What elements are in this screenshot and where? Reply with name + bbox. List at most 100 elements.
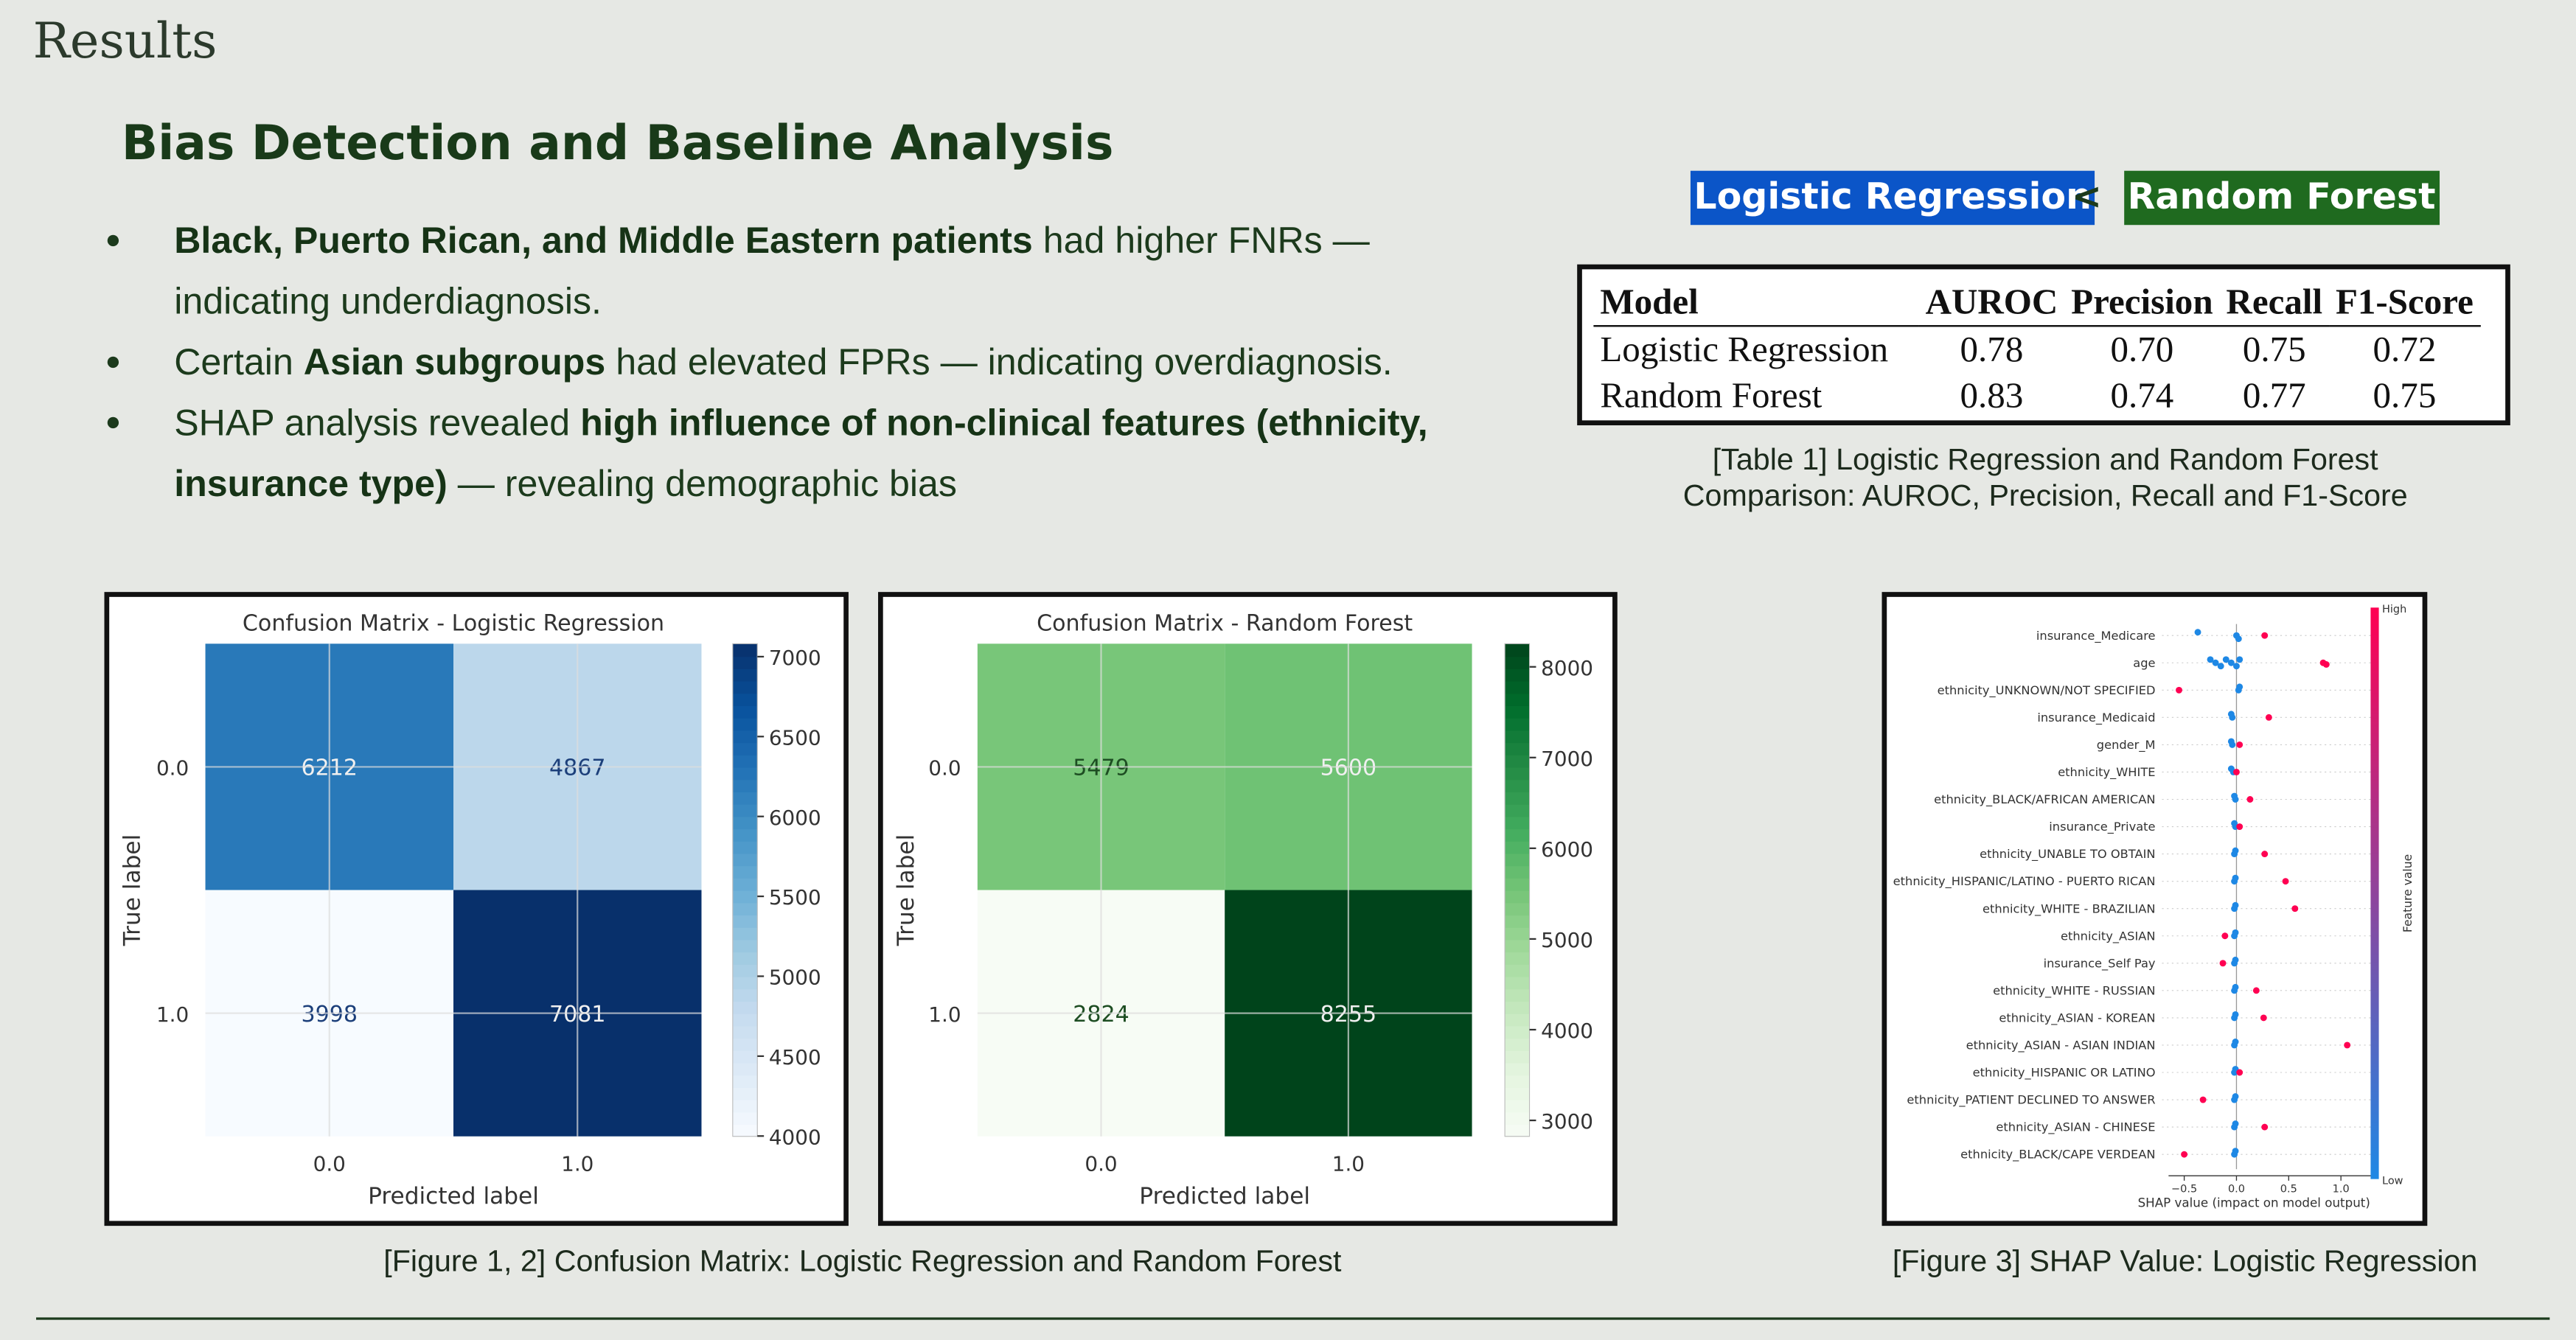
shap-point [2194, 629, 2201, 636]
colorbar-segment [732, 902, 758, 916]
colorbar-segment [1505, 1062, 1530, 1076]
feature-label: insurance_Medicaid [2037, 711, 2155, 725]
shap-point [2231, 1069, 2238, 1076]
colorbar-segment [732, 890, 758, 904]
shap-point [2227, 659, 2235, 666]
y-axis-label: True label [893, 834, 919, 947]
bullet-text: had elevated FPRs — indicating overdiagn… [605, 341, 1393, 383]
table-cell: 0.83 [1960, 374, 2024, 416]
feature-label: ethnicity_WHITE - BRAZILIAN [1983, 901, 2155, 916]
bullet-text: high influence of non-clinical features … [174, 402, 1428, 504]
colorbar-segment [732, 877, 758, 891]
colorbar-segment [732, 668, 758, 682]
colorbar-segment [732, 828, 758, 842]
x-tick-label: −0.5 [2171, 1183, 2197, 1195]
table-cell: 0.70 [2110, 328, 2174, 370]
colorbar-segment [1505, 877, 1530, 891]
colorbar-segment [1505, 693, 1530, 706]
colorbar-segment [1505, 730, 1530, 744]
colorbar-segment [732, 705, 758, 719]
table-row: Logistic Regression 0.78 0.70 0.75 0.72 [1593, 326, 2479, 372]
colorbar-segment [732, 643, 758, 657]
shap-point [2235, 686, 2242, 694]
shap-point [2181, 1151, 2188, 1158]
chart-title: Confusion Matrix - Random Forest [1037, 611, 1413, 637]
feature-label: ethnicity_HISPANIC OR LATINO [1973, 1066, 2156, 1081]
shap-point [2265, 713, 2272, 721]
colorbar-segment [1505, 914, 1530, 928]
colorbar-segment [1505, 779, 1530, 792]
colorbar-segment [1505, 927, 1530, 941]
table-cell: 0.75 [2242, 328, 2306, 370]
colorbar-segment [732, 1025, 758, 1039]
colorbar-segment [1505, 902, 1530, 916]
colorbar-segment [732, 976, 758, 990]
y-tick-label: 1.0 [928, 1002, 961, 1027]
colorbar-segment [1505, 988, 1530, 1002]
colorbar-tick-label: 5000 [769, 966, 821, 990]
shap-point [2322, 661, 2330, 668]
table-header-cell: Precision [2064, 279, 2220, 327]
table: Model AUROC Precision Recall F1-Score Logisti… [1593, 279, 2480, 419]
colorbar-segment [1505, 1086, 1530, 1100]
shap-point [2235, 635, 2242, 643]
chart-title: Confusion Matrix - Logistic Regression [243, 611, 664, 637]
feature-label: ethnicity_UNABLE TO OBTAIN [1980, 847, 2155, 862]
y-tick-label: 0.0 [156, 756, 189, 781]
colorbar-segment [732, 1050, 758, 1064]
feature-label: insurance_Self Pay [2044, 956, 2156, 971]
feature-label: insurance_Medicare [2036, 629, 2156, 643]
colorbar-segment [732, 840, 758, 854]
feature-label: ethnicity_ASIAN - KOREAN [1999, 1011, 2155, 1025]
shap-point [2236, 656, 2243, 663]
colorbar-segment [1505, 656, 1530, 669]
table-row: Random Forest 0.83 0.74 0.77 0.75 [1593, 373, 2479, 419]
feature-label: ethnicity_BLACK/CAPE VERDEAN [1960, 1148, 2155, 1162]
bullet-text: SHAP analysis revealed [174, 402, 581, 444]
shap-point [2231, 851, 2238, 858]
colorbar-segment [732, 742, 758, 756]
bullet-text: — revealing demographic bias [447, 463, 957, 504]
colorbar-tick-label: 4000 [1541, 1019, 1593, 1043]
table-header: Model AUROC Precision Recall F1-Score [1593, 279, 2480, 327]
feature-label: ethnicity_ASIAN - CHINESE [1996, 1120, 2155, 1135]
bullet: SHAP analysis revealed high influence of… [105, 392, 1518, 514]
shap-point [2233, 663, 2240, 670]
shap-point [2231, 960, 2238, 967]
colorbar-tick-label: 4000 [769, 1125, 821, 1149]
metrics-table: Model AUROC Precision Recall F1-Score Logisti… [1577, 264, 2510, 426]
table-cell: Logistic Regression [1600, 328, 1889, 370]
table-cell: 0.77 [2242, 374, 2306, 416]
colorbar-segment [732, 816, 758, 830]
colorbar-segment [1505, 816, 1530, 830]
colorbar-segment [732, 1112, 758, 1126]
colorbar-segment [732, 730, 758, 744]
colorbar-segment [732, 1086, 758, 1100]
colorbar-segment [1505, 976, 1530, 990]
colorbar-segment [1505, 1025, 1530, 1039]
colorbar-segment [1505, 668, 1530, 682]
colorbar-segment [732, 963, 758, 977]
colorbar-segment [732, 1075, 758, 1088]
colorbar-label: Feature value [2401, 854, 2415, 932]
colorbar-segment [1505, 742, 1530, 756]
colorbar-segment [732, 1099, 758, 1113]
colorbar-segment [732, 754, 758, 768]
shap-point [2221, 932, 2229, 940]
colorbar-segment [732, 952, 758, 965]
colorbar-segment [732, 1038, 758, 1051]
shap-point [2233, 768, 2240, 775]
shap-point [2231, 987, 2238, 994]
shap-point [2229, 741, 2236, 748]
bullet-text: had higher FNRs — indicating underdiagno… [174, 220, 1370, 322]
colorbar-segment [732, 693, 758, 706]
comparison-right: Random Forest [2124, 170, 2439, 226]
colorbar-segment [732, 939, 758, 953]
shap-point [2291, 905, 2299, 912]
colorbar-tick-label: 5500 [769, 885, 821, 910]
feature-label: ethnicity_ASIAN - ASIAN INDIAN [1966, 1039, 2156, 1053]
table-header-cell: Model [1593, 279, 1919, 327]
x-tick-label: 0.0 [2228, 1183, 2245, 1195]
colorbar-segment [732, 803, 758, 817]
shap-point [2231, 878, 2238, 885]
